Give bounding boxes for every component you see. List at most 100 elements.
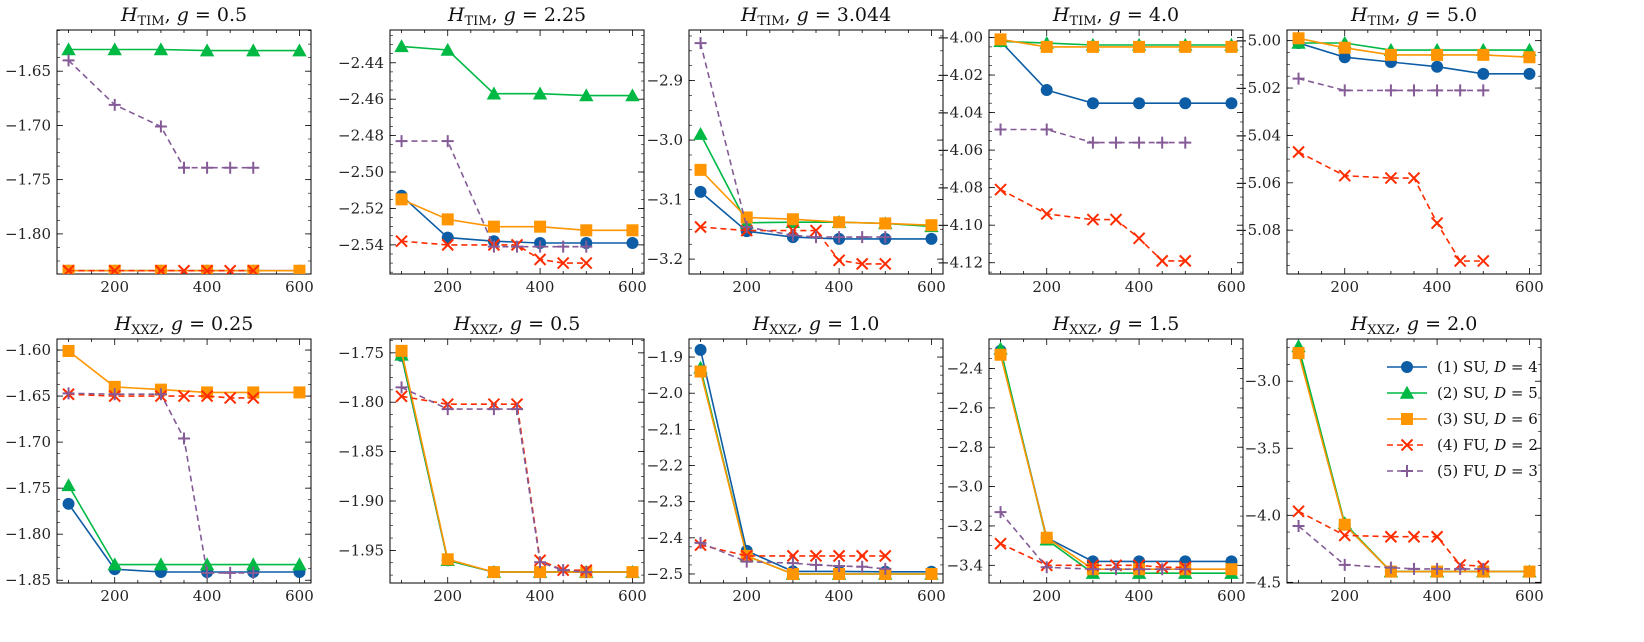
data-point-fu2 bbox=[832, 254, 846, 267]
y-tick-label: −2.1 bbox=[647, 420, 683, 438]
data-point-su4 bbox=[694, 343, 707, 356]
x-tick-label: 400 bbox=[825, 587, 854, 605]
data-point-su6 bbox=[1292, 347, 1305, 360]
series-line-su4 bbox=[1298, 42, 1530, 75]
series-line-su6 bbox=[699, 371, 932, 575]
y-tick-label: −3.1 bbox=[647, 191, 683, 209]
data-point-fu3 bbox=[178, 161, 190, 174]
data-point-su6 bbox=[441, 213, 454, 226]
y-tick-label: −1.95 bbox=[338, 541, 384, 559]
data-point-su5 bbox=[107, 557, 122, 571]
data-point-fu3 bbox=[1040, 123, 1053, 136]
series-group bbox=[993, 341, 1239, 579]
data-point-fu2 bbox=[247, 264, 260, 274]
data-point-fu3 bbox=[224, 566, 237, 579]
y-tick-label: −2.9 bbox=[647, 72, 683, 90]
data-point-fu2 bbox=[154, 264, 168, 274]
data-point-fu2 bbox=[832, 549, 846, 563]
data-point-su6 bbox=[786, 567, 799, 580]
data-point-su5 bbox=[440, 42, 455, 56]
series-line-su4 bbox=[67, 503, 300, 573]
data-point-fu2 bbox=[879, 257, 892, 271]
data-point-fu3 bbox=[1408, 84, 1420, 97]
panel-1: HTIM, g = 0.5 200 400 600 −1.65 −1.70 −1.75 −1.… bbox=[5, 4, 314, 296]
data-point-su5 bbox=[292, 557, 307, 571]
data-point-fu3 bbox=[740, 555, 753, 568]
data-point-su6 bbox=[441, 553, 454, 566]
y-tick-label: −2.3 bbox=[647, 493, 683, 511]
panel-title: HTIM, g = 0.5 bbox=[120, 4, 247, 29]
data-point-su6 bbox=[1133, 40, 1146, 53]
data-point-su6 bbox=[1523, 51, 1536, 64]
data-point-fu3 bbox=[557, 240, 570, 253]
data-point-su5 bbox=[394, 39, 409, 53]
panel-4: HTIM, g = 4.0 200 400 600 −4.00 −4.02 −4.04 −4.… bbox=[937, 4, 1246, 296]
legend-entry-fu2: (4) FU, D = 2 bbox=[1437, 436, 1538, 454]
data-point-su5 bbox=[625, 88, 640, 102]
series-line-su6 bbox=[1000, 38, 1232, 48]
y-tick-label: −2.46 bbox=[338, 90, 384, 108]
data-point-su6 bbox=[1338, 518, 1351, 531]
data-point-fu2 bbox=[1407, 171, 1421, 185]
data-point-fu2 bbox=[694, 220, 707, 234]
data-point-su5 bbox=[246, 557, 261, 571]
y-tick-label: −1.85 bbox=[5, 571, 51, 589]
data-point-su6 bbox=[108, 380, 121, 393]
series-line-fu2 bbox=[1000, 188, 1186, 262]
data-point-su6 bbox=[1179, 40, 1192, 53]
x-tick-label: 400 bbox=[1125, 587, 1154, 605]
panel-6: HXXZ, g = 0.25 200 400 600 −1.60 −1.65 −1.70 −1… bbox=[5, 313, 314, 605]
x-tick-label: 400 bbox=[1423, 278, 1452, 296]
panel-9: HXXZ, g = 1.5 200 400 600 −2.4 −2.6 −2.8 −3.0 −3… bbox=[947, 313, 1246, 605]
data-point-fu3 bbox=[487, 403, 500, 416]
data-point-fu3 bbox=[786, 557, 799, 570]
legend: (1) SU, D = 4 (2) SU, D = 5 (3) SU, D = 6 (… bbox=[1387, 358, 1538, 480]
data-point-fu3 bbox=[1040, 561, 1053, 574]
series-line-su6 bbox=[999, 354, 1232, 571]
y-tick-label: −2.6 bbox=[947, 399, 983, 417]
axes-frame bbox=[389, 338, 645, 584]
data-point-su6 bbox=[580, 224, 593, 237]
y-tick-label: −4.00 bbox=[937, 29, 983, 47]
data-point-su4 bbox=[1179, 97, 1192, 110]
y-tick-label: −2.0 bbox=[647, 384, 683, 402]
data-point-su4 bbox=[1133, 97, 1146, 110]
data-point-su5 bbox=[153, 557, 169, 571]
data-point-su4 bbox=[1225, 97, 1238, 110]
data-point-fu2 bbox=[1477, 254, 1490, 268]
y-tick-label: −1.75 bbox=[5, 171, 51, 189]
data-point-su6 bbox=[1338, 41, 1351, 54]
data-point-su6 bbox=[1225, 40, 1238, 53]
data-point-fu2 bbox=[1407, 530, 1421, 543]
series-line-su5 bbox=[400, 354, 633, 573]
x-tick-label: 400 bbox=[193, 587, 222, 605]
axes-frame bbox=[389, 29, 645, 275]
axes-frame bbox=[988, 29, 1244, 275]
y-tick-label: −4.08 bbox=[937, 179, 983, 197]
y-tick-label: −2.2 bbox=[647, 457, 683, 475]
data-point-fu3 bbox=[810, 558, 822, 571]
data-point-fu3 bbox=[511, 403, 523, 416]
data-point-fu3 bbox=[833, 560, 846, 573]
x-tick-label: 600 bbox=[1515, 587, 1544, 605]
x-tick-label: 600 bbox=[285, 587, 314, 605]
series-line-fu2 bbox=[1298, 151, 1484, 262]
data-point-su4 bbox=[1338, 51, 1351, 64]
data-point-fu2 bbox=[533, 253, 547, 266]
data-point-fu2 bbox=[177, 264, 191, 274]
data-point-fu3 bbox=[395, 135, 408, 148]
data-point-fu3 bbox=[395, 381, 408, 394]
legend-entry-fu3: (5) FU, D = 3 bbox=[1437, 462, 1538, 480]
panel-8: HXXZ, g = 1.0 200 400 600 −1.9 −2.0 −2.1 −2.2 −2… bbox=[647, 313, 946, 605]
series-line-su5 bbox=[1298, 42, 1530, 51]
data-point-fu3 bbox=[1156, 136, 1169, 149]
data-point-fu3 bbox=[178, 432, 190, 445]
data-point-fu3 bbox=[247, 566, 260, 579]
data-point-su6 bbox=[1225, 563, 1238, 576]
data-point-su4 bbox=[1040, 84, 1053, 97]
y-tick-label: −3.2 bbox=[647, 250, 683, 268]
y-tick-label: −1.80 bbox=[338, 393, 384, 411]
x-tick-label: 200 bbox=[1330, 278, 1359, 296]
data-point-fu3 bbox=[534, 240, 547, 253]
data-point-su6 bbox=[879, 217, 892, 230]
